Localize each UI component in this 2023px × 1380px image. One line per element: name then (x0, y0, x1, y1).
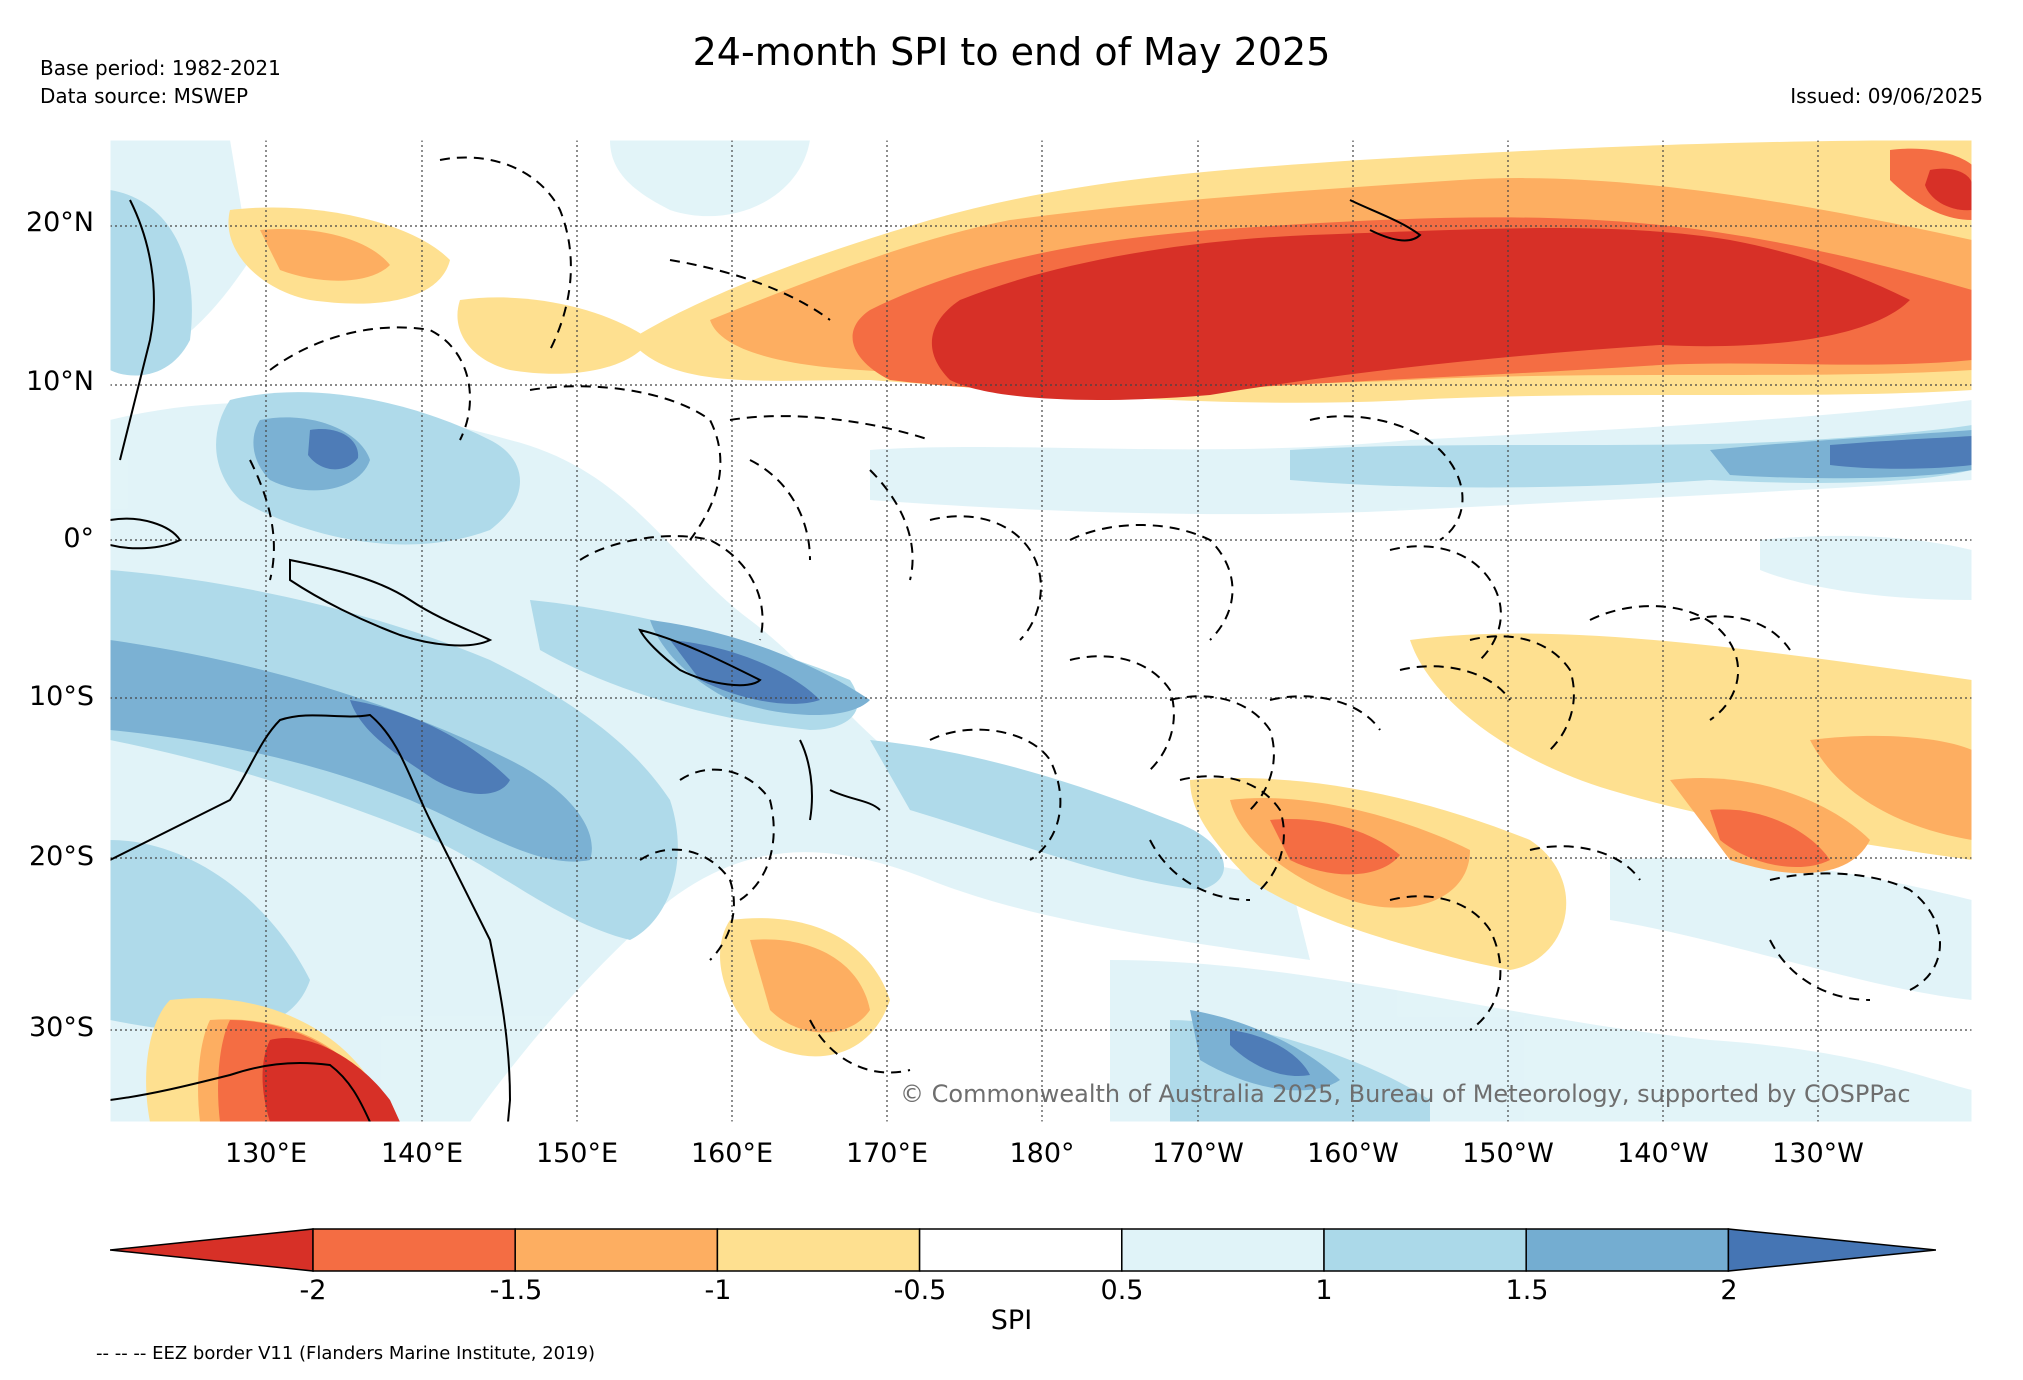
colorbar-tick-label: -2 (299, 1275, 327, 1306)
map-gridlines (110, 140, 1972, 1122)
wet-anomaly-layer (110, 140, 1972, 1122)
spi-map (110, 140, 1972, 1122)
lon-label: 140°W (1617, 1138, 1709, 1169)
colorbar-segment (1525, 1228, 1730, 1272)
lon-label: 140°E (380, 1138, 464, 1169)
colorbar-segment (514, 1228, 719, 1272)
colorbar-segment (1323, 1228, 1527, 1272)
colorbar-tick-label: -1.5 (489, 1275, 543, 1306)
colorbar-tick-label: 1.5 (1505, 1275, 1549, 1306)
base-period-note: Base period: 1982-2021 (40, 56, 281, 80)
colorbar-segment (918, 1228, 1123, 1272)
lon-label: 160°E (690, 1138, 774, 1169)
eez-legend-note: -- -- -- EEZ border V11 (Flanders Marine… (96, 1343, 596, 1364)
lat-label: 0° (63, 523, 94, 554)
eez-borders (249, 156, 1941, 1074)
lon-label: 180° (1009, 1138, 1075, 1169)
lat-label: 20°N (25, 207, 94, 238)
lon-label: 150°E (535, 1138, 619, 1169)
colorbar-tick-label: 0.5 (1100, 1275, 1144, 1306)
colorbar-segment (312, 1228, 516, 1272)
issued-date: Issued: 09/06/2025 (1790, 84, 1983, 108)
colorbar-tick-label: -0.5 (893, 1275, 947, 1306)
colorbar-segment (716, 1228, 921, 1272)
lon-label: 130°W (1772, 1138, 1864, 1169)
colorbar-segment (1121, 1228, 1325, 1272)
lon-label: 130°E (224, 1138, 308, 1169)
data-source-note: Data source: MSWEP (40, 84, 249, 108)
lon-label: 170°E (845, 1138, 929, 1169)
spi-colorbar (110, 1228, 1936, 1272)
lat-label: 10°N (25, 366, 94, 397)
colorbar-label: SPI (990, 1305, 1033, 1336)
colorbar-tick-label: 1 (1315, 1275, 1333, 1306)
colorbar-segments (110, 1228, 1936, 1272)
colorbar-extend-low (110, 1228, 314, 1272)
colorbar-tick-label: -1 (704, 1275, 732, 1306)
lat-label: 30°S (29, 1012, 94, 1043)
colorbar-tick-label: 2 (1720, 1275, 1738, 1306)
dry-anomaly-layer (146, 140, 1972, 1122)
lat-label: 20°S (29, 841, 94, 872)
lon-label: 160°W (1307, 1138, 1399, 1169)
copyright-watermark: © Commonwealth of Australia 2025, Bureau… (900, 1080, 1911, 1108)
map-title: 24-month SPI to end of May 2025 (692, 30, 1331, 74)
lat-label: 10°S (29, 681, 94, 712)
colorbar-extend-high (1727, 1228, 1936, 1272)
coastlines (110, 199, 1422, 1122)
lon-label: 170°W (1152, 1138, 1244, 1169)
lon-label: 150°W (1462, 1138, 1554, 1169)
